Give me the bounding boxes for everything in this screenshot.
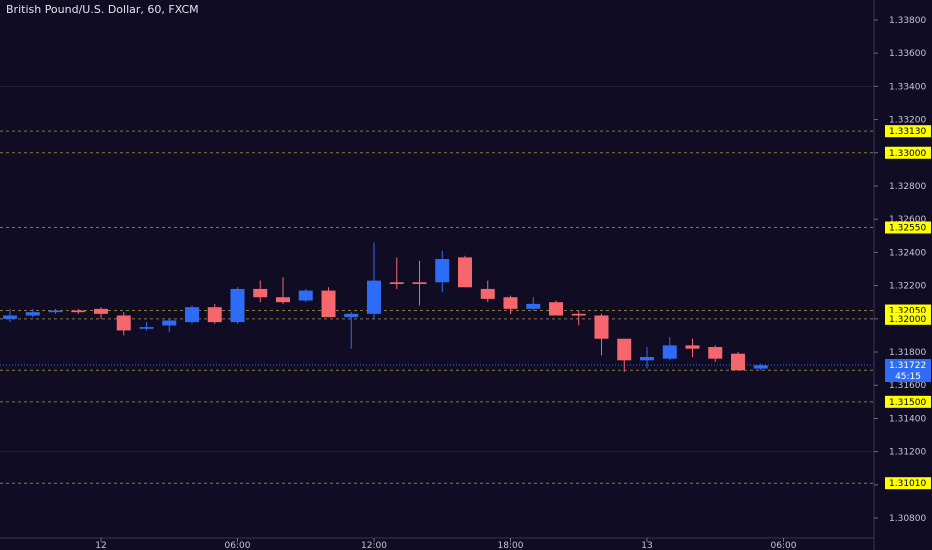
y-tick-label: 1.31400: [889, 414, 926, 424]
candle-body: [185, 307, 199, 323]
y-tick-label: 1.30800: [889, 514, 926, 524]
y-tick-label: 1.32600: [889, 215, 926, 225]
horizontal-levels: [0, 130, 874, 484]
level-tag-label: 1.33000: [889, 149, 926, 159]
level-tag: [885, 125, 931, 138]
candle-body: [25, 312, 40, 316]
level-tag: [885, 312, 931, 325]
y-tick-label: 1.32400: [889, 248, 926, 258]
level-tag: [885, 477, 931, 490]
candle-body: [48, 310, 63, 313]
level-tag: [885, 395, 931, 408]
candle-body: [526, 303, 541, 309]
level-tag-label: 1.32000: [889, 315, 926, 325]
candle-body: [389, 282, 404, 284]
level-tag-label: 1.32050: [889, 307, 926, 317]
y-tick-label: 1.31200: [889, 448, 926, 458]
y-tick-label: 1.33200: [889, 116, 926, 126]
candle-body: [753, 365, 768, 369]
x-tick-label: 13: [641, 541, 652, 550]
x-tick-label: 12: [95, 541, 106, 550]
candle-body: [207, 307, 222, 323]
y-tick-label: 1.33800: [889, 16, 926, 26]
candle-body: [3, 315, 17, 319]
candle-body: [71, 310, 86, 313]
y-tick-label: 1.33400: [889, 82, 926, 92]
x-tick-label: 18:00: [498, 541, 524, 550]
candle-body: [276, 297, 290, 303]
current-price-tag: [885, 358, 931, 382]
candle-body: [503, 297, 518, 309]
candle-body: [253, 288, 268, 298]
candle-body: [549, 302, 563, 316]
candle-body: [321, 290, 336, 318]
candle-body: [298, 290, 313, 301]
candle-body: [458, 257, 472, 288]
candle-body: [162, 320, 177, 326]
candle-body: [731, 353, 745, 371]
bar-countdown-label: 45:15: [895, 372, 921, 382]
x-tick-label: 06:00: [225, 541, 251, 550]
x-tick-label: 12:00: [361, 541, 387, 550]
y-tick-label: 1.31600: [889, 381, 926, 391]
grid-layer: [0, 85, 874, 453]
x-tick-label: 06:00: [771, 541, 797, 550]
level-tag: [885, 146, 931, 159]
level-tag-label: 1.31010: [889, 479, 926, 489]
candle-body: [662, 345, 677, 359]
current-price-label: 1.31722: [889, 361, 926, 371]
y-tick-label: 1.32200: [889, 282, 926, 292]
candle-body: [94, 308, 108, 314]
y-tick-label: 1.32800: [889, 182, 926, 192]
candle-body: [367, 280, 381, 314]
candle-body: [230, 288, 245, 323]
price-axis[interactable]: 1.33800 1.33600 1.33400 1.33200 1.33000 1.328…: [873, 0, 926, 550]
candle-body: [617, 338, 632, 361]
time-axis[interactable]: 12 06:00 12:00 18:00 13 06:00: [0, 537, 874, 550]
candle-body: [116, 315, 131, 331]
y-tick-label: 1.31800: [889, 348, 926, 358]
candle-body: [139, 327, 154, 329]
candle-body: [344, 313, 359, 318]
y-tick-label: 1.33600: [889, 49, 926, 59]
candle-body: [480, 288, 495, 299]
candle-body: [594, 315, 609, 339]
level-tag-label: 1.33130: [889, 127, 926, 137]
candle-body: [435, 259, 450, 283]
level-tag-label: 1.32550: [889, 223, 926, 233]
chart-title: British Pound/U.S. Dollar, 60, FXCM: [6, 3, 199, 16]
candle-body: [640, 357, 654, 361]
candle-body: [685, 345, 700, 349]
candle-body: [571, 313, 586, 316]
level-tag: [885, 221, 931, 234]
level-tag-label: 1.31500: [889, 398, 926, 408]
candle-body: [708, 347, 723, 359]
candle-body: [412, 282, 427, 284]
candles-layer: [3, 242, 768, 372]
